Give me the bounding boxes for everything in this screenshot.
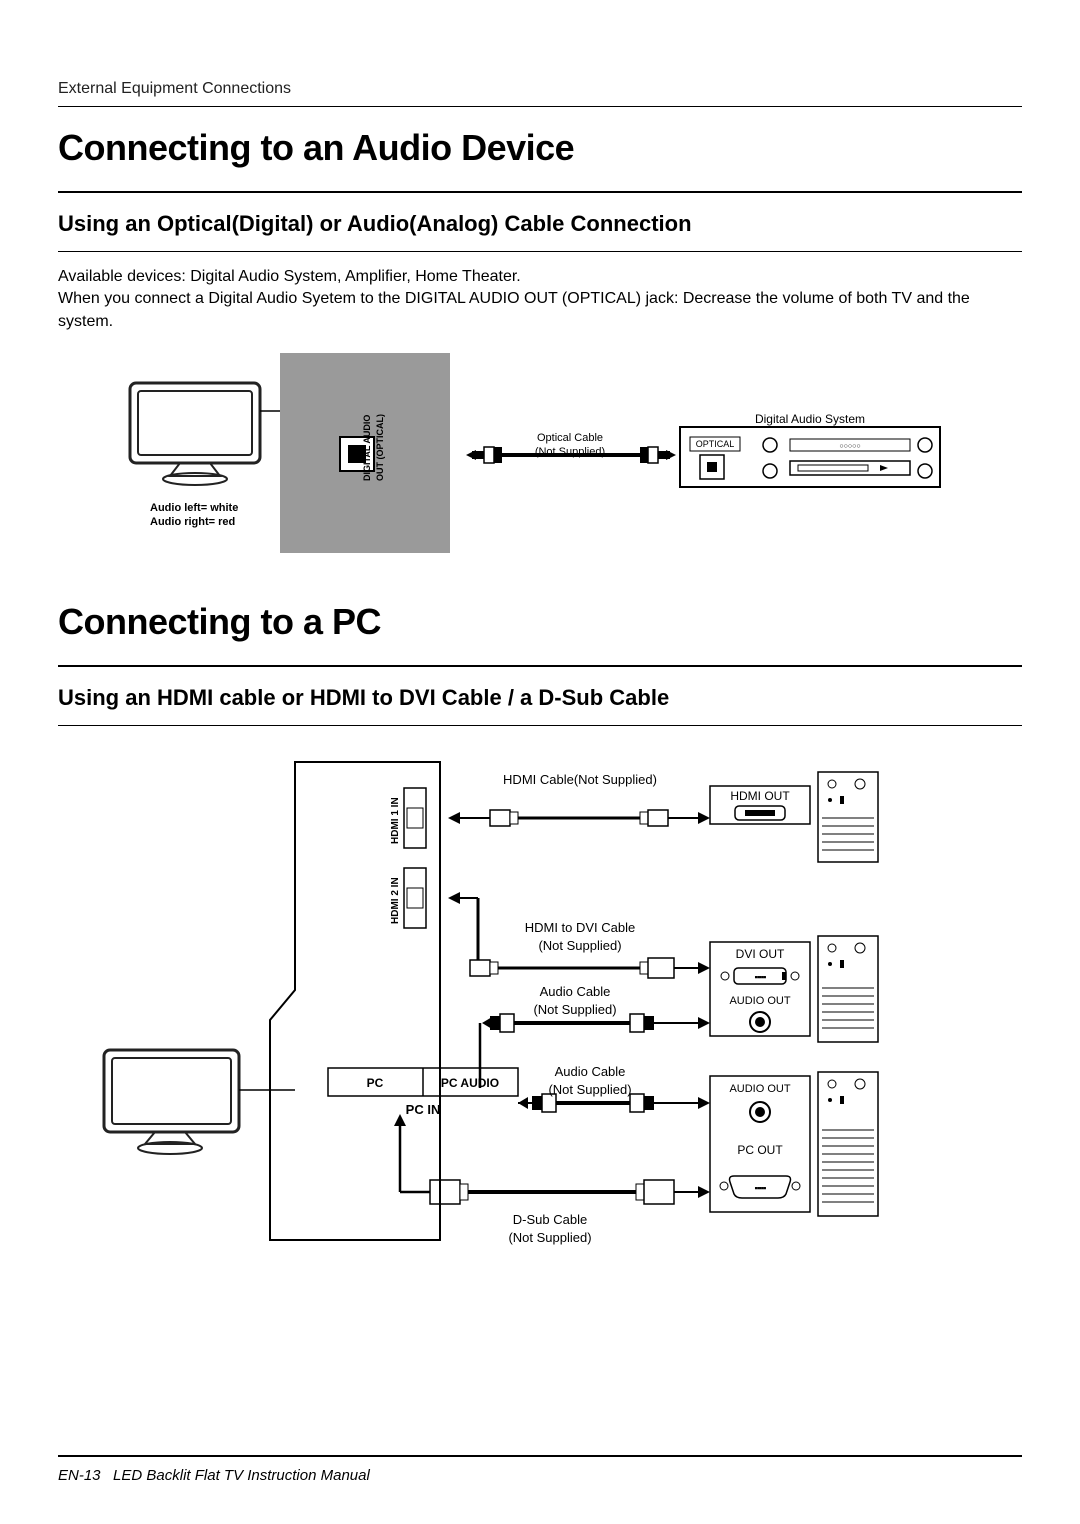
optical-cable-label1: Optical Cable — [537, 432, 603, 444]
dsub-label1: D-Sub Cable — [513, 1212, 587, 1227]
subheading-audio: Using an Optical(Digital) or Audio(Analo… — [58, 211, 1022, 237]
svg-text:AUDIO OUT: AUDIO OUT — [729, 1083, 790, 1095]
svg-text:PC: PC — [367, 1076, 384, 1090]
svg-text:DVI OUT: DVI OUT — [736, 947, 785, 961]
note-audio-right: Audio right= red — [150, 516, 235, 528]
audio-para1: Available devices: Digital Audio System,… — [58, 268, 521, 285]
svg-text:HDMI 2 IN: HDMI 2 IN — [390, 878, 401, 925]
svg-text:OPTICAL: OPTICAL — [696, 439, 735, 449]
arrow-to-hdmi2 — [448, 892, 460, 904]
title-rule-2 — [58, 665, 1022, 667]
tv-back-panel — [270, 762, 440, 1240]
diagram-pc: HDMI 1 IN HDMI 2 IN HDMI Ca — [58, 740, 1022, 1280]
arrow-to-hdmi1 — [448, 812, 460, 824]
audio-cable1-label2: (Not Supplied) — [533, 1002, 616, 1017]
optical-cable-label2: (Not Supplied) — [535, 446, 605, 458]
pc-in-block: PC PC AUDIO PC IN — [328, 1068, 518, 1117]
footer-page-num: EN-13 — [58, 1467, 101, 1484]
page-footer: EN-13 LED Backlit Flat TV Instruction Ma… — [58, 1455, 1022, 1484]
dsub-label2: (Not Supplied) — [508, 1230, 591, 1245]
subheading-pc: Using an HDMI cable or HDMI to DVI Cable… — [58, 685, 1022, 711]
dvi-cable-label2: (Not Supplied) — [538, 938, 621, 953]
tv-icon-2 — [104, 1050, 239, 1154]
audio-paragraph: Available devices: Digital Audio System,… — [58, 266, 1022, 333]
svg-text:HDMI OUT: HDMI OUT — [730, 789, 790, 803]
pc-hdmi: HDMI OUT — [710, 772, 878, 862]
dsub-cable — [430, 1180, 674, 1204]
tv-icon — [130, 383, 260, 485]
svg-text:PC AUDIO: PC AUDIO — [441, 1076, 499, 1090]
pc-dvi: DVI OUT ▪▪▪▪▪ AUDIO OUT — [710, 936, 878, 1042]
dvi-cable-label1: HDMI to DVI Cable — [525, 920, 636, 935]
note-audio-left: Audio left= white — [150, 502, 238, 514]
heading-pc: Connecting to a PC — [58, 601, 1022, 643]
svg-text:HDMI 1 IN: HDMI 1 IN — [390, 798, 401, 845]
header-rule — [58, 106, 1022, 107]
svg-text:DIGITAL AUDIO: DIGITAL AUDIO — [362, 415, 372, 481]
pc-vga: AUDIO OUT PC OUT ▪▪▪▪▪ — [710, 1072, 878, 1216]
sub-rule-2 — [58, 725, 1022, 726]
hdmi2-port: HDMI 2 IN — [390, 868, 426, 928]
svg-text:AUDIO OUT: AUDIO OUT — [729, 995, 790, 1007]
hdmi-cable — [490, 810, 668, 826]
audio-cable2-label1: Audio Cable — [555, 1064, 626, 1079]
digital-audio-system: Digital Audio System OPTICAL ○○○○○ — [680, 412, 940, 487]
audio-cable2-label2: (Not Supplied) — [548, 1082, 631, 1097]
svg-text:○○○○○: ○○○○○ — [839, 443, 860, 450]
audio-para2: When you connect a Digital Audio Syetem … — [58, 290, 970, 329]
svg-text:▪▪▪▪▪: ▪▪▪▪▪ — [755, 1183, 767, 1193]
heading-audio: Connecting to an Audio Device — [58, 127, 1022, 169]
diagram-audio: Audio left= white Audio right= red DIGIT… — [58, 351, 1022, 571]
svg-text:OUT (OPTICAL): OUT (OPTICAL) — [375, 414, 385, 481]
svg-text:Digital Audio System: Digital Audio System — [755, 412, 865, 426]
footer-title: LED Backlit Flat TV Instruction Manual — [113, 1467, 370, 1484]
header-section: External Equipment Connections — [58, 80, 1022, 106]
svg-text:▪▪▪▪▪: ▪▪▪▪▪ — [755, 972, 767, 982]
svg-text:PC IN: PC IN — [406, 1102, 441, 1117]
svg-text:PC OUT: PC OUT — [737, 1143, 783, 1157]
hdmi1-port: HDMI 1 IN — [390, 788, 426, 848]
title-rule-1 — [58, 191, 1022, 193]
hdmi-cable-label: HDMI Cable(Not Supplied) — [503, 772, 657, 787]
audio-cable1-label1: Audio Cable — [540, 984, 611, 999]
sub-rule-1 — [58, 251, 1022, 252]
